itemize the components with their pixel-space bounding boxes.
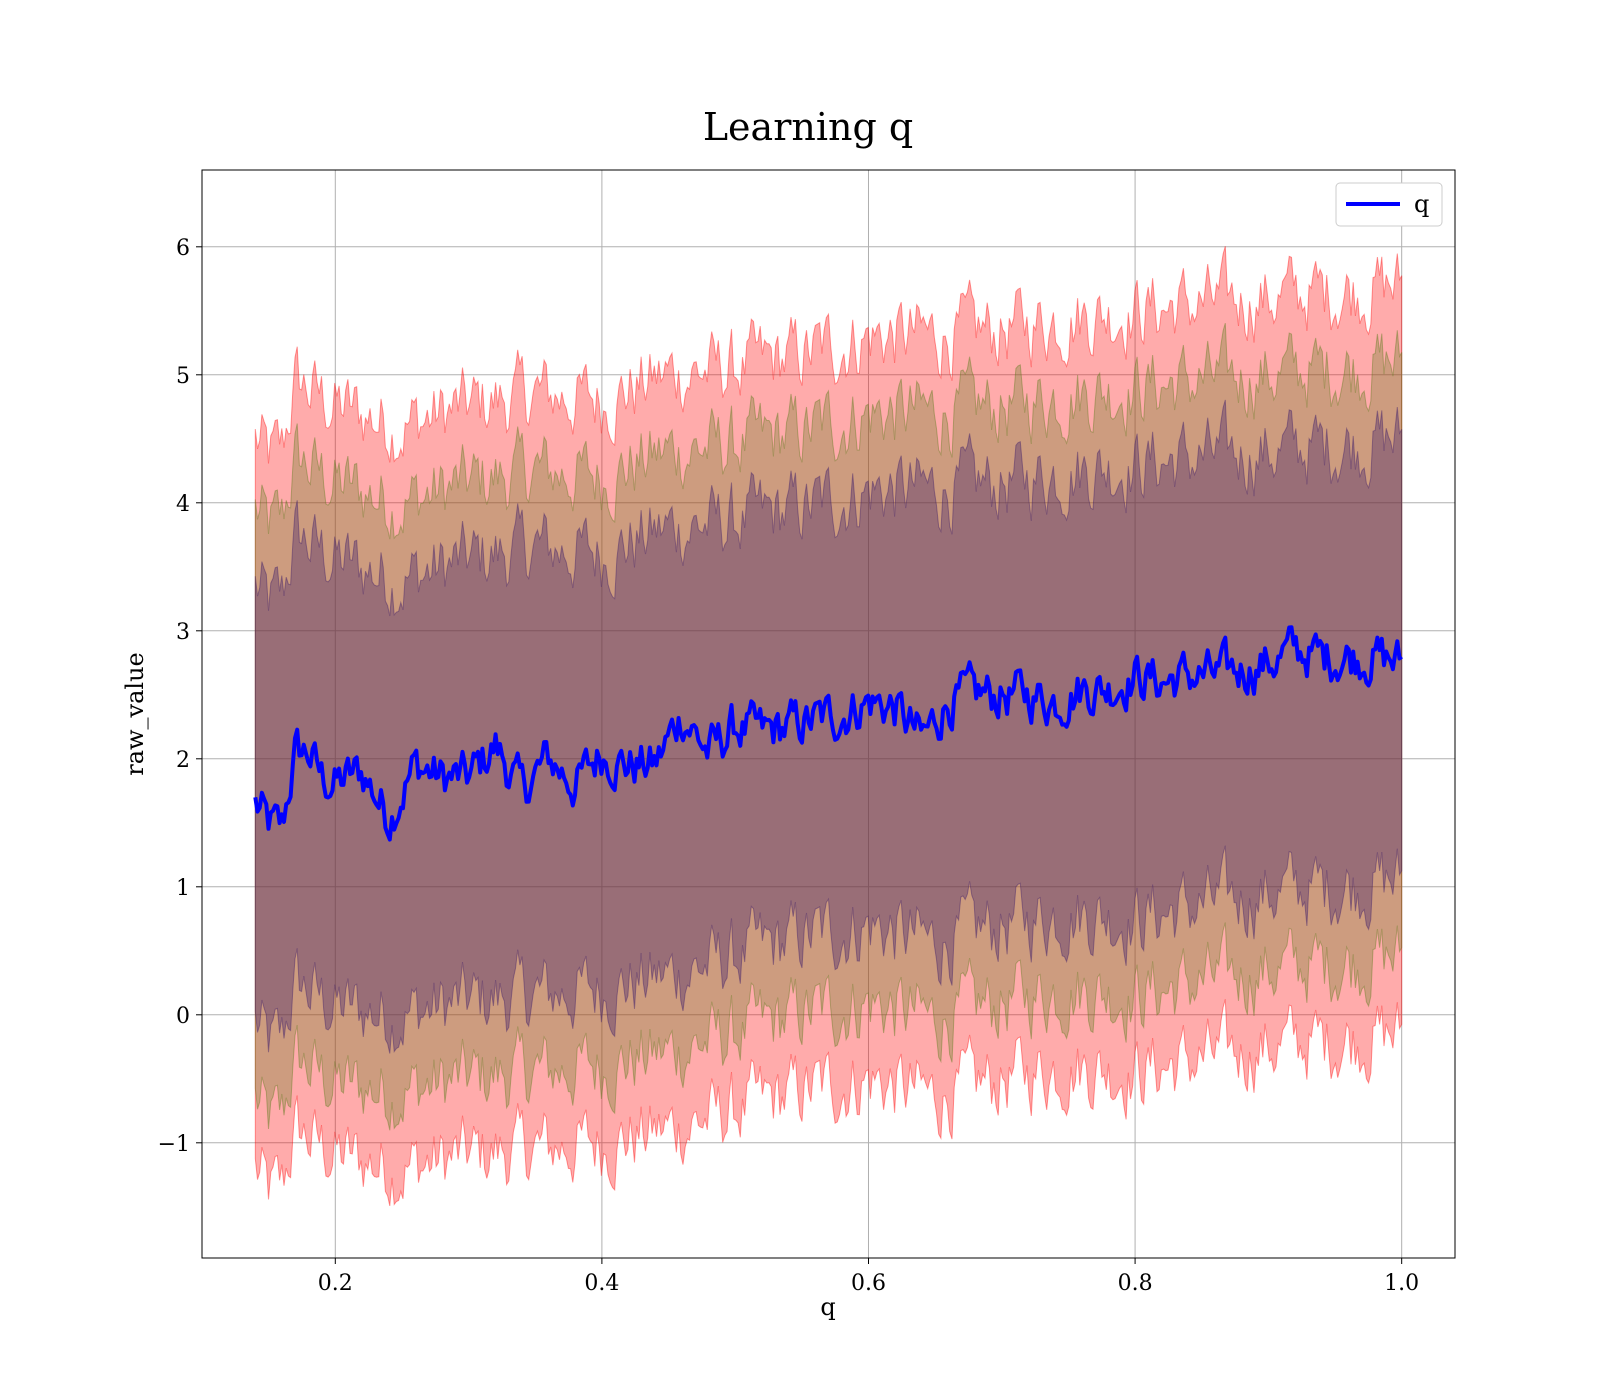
x-tick-label: 0.4: [584, 1271, 619, 1296]
y-tick-label: −1: [158, 1132, 190, 1157]
x-tick-label: 0.6: [851, 1271, 886, 1296]
x-tick-label: 0.2: [318, 1271, 353, 1296]
x-axis-label: q: [820, 1293, 835, 1321]
confidence-band-0: [254, 246, 1403, 1207]
y-axis-label: raw_value: [121, 652, 149, 776]
y-tick-label: 5: [176, 364, 190, 389]
x-tick-label: 0.8: [1118, 1271, 1153, 1296]
y-tick-label: 2: [176, 748, 190, 773]
y-tick-label: 6: [176, 236, 190, 261]
y-tick-label: 0: [176, 1004, 190, 1029]
y-tick-label: 3: [176, 620, 190, 645]
confidence-band-2: [254, 399, 1403, 1054]
y-tick-label: 4: [176, 492, 190, 517]
confidence-band-1: [254, 322, 1403, 1131]
chart-title: Learning q: [703, 105, 913, 149]
series-line-q: [253, 625, 1403, 842]
grid-layer: [202, 170, 1455, 1258]
legend-label: q: [1414, 190, 1429, 218]
plot-frame: [201, 169, 1456, 1259]
tick-layer: 0.2 0.4 0.6 0.8 1.0 −1 0 1 2 3 4 5 6: [158, 236, 1420, 1296]
legend: q: [1335, 182, 1443, 227]
x-tick-label: 1.0: [1384, 1271, 1419, 1296]
line-layer: [253, 625, 1403, 842]
y-tick-label: 1: [176, 876, 190, 901]
band-layer: [254, 246, 1403, 1207]
